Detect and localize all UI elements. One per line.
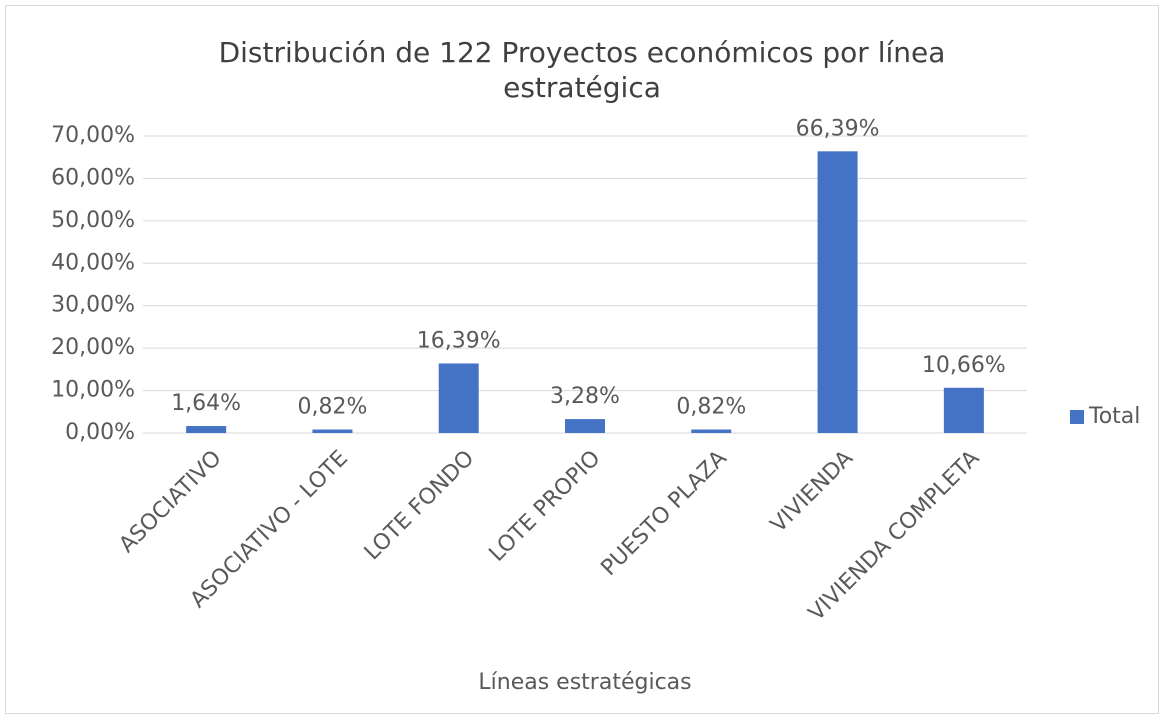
bar [312, 429, 353, 433]
data-label: 66,39% [796, 116, 880, 141]
y-tick-label: 60,00% [51, 165, 135, 190]
bar [186, 426, 227, 433]
y-tick-label: 30,00% [51, 293, 135, 318]
y-tick-label: 50,00% [51, 208, 135, 233]
chart-title: Distribución de 122 Proyectos económicos… [218, 36, 946, 104]
y-tick-label: 40,00% [51, 250, 135, 275]
y-tick-label: 10,00% [51, 378, 135, 403]
bar [943, 387, 984, 433]
data-label: 16,39% [417, 328, 501, 353]
y-tick-label: 20,00% [51, 335, 135, 360]
bar [438, 363, 479, 433]
y-tick-label: 70,00% [51, 123, 135, 148]
chart-border [5, 5, 1159, 714]
legend-label: Total [1088, 404, 1140, 429]
data-label: 0,82% [297, 395, 367, 420]
data-label: 1,64% [171, 391, 241, 416]
bar [817, 151, 858, 433]
data-label: 10,66% [922, 353, 1006, 378]
y-tick-label: 0,00% [65, 420, 135, 445]
data-label: 0,82% [676, 395, 746, 420]
bar [691, 429, 732, 433]
legend-swatch [1070, 410, 1084, 424]
data-label: 3,28% [550, 384, 620, 409]
bar [565, 419, 605, 433]
x-axis-title: Líneas estratégicas [478, 670, 691, 695]
